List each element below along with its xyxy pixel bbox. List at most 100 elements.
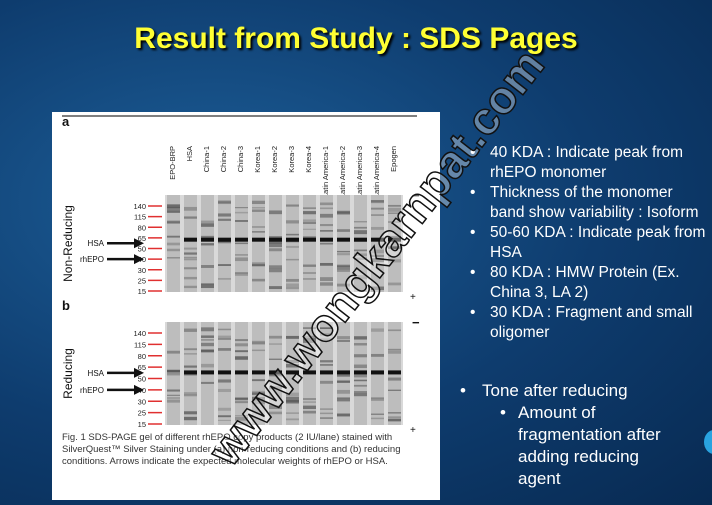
gel-band — [337, 380, 350, 382]
gel-band — [371, 398, 384, 400]
condition-label: Reducing — [61, 348, 75, 399]
gel-band — [167, 389, 180, 391]
gel-band — [167, 236, 180, 238]
gel-band — [184, 348, 197, 350]
lane-label: Korea-2 — [270, 146, 279, 173]
marker-label: 80 — [138, 223, 146, 232]
gel-band — [354, 221, 367, 222]
bullet-text: 30 KDA : Fragment and small oligomer — [490, 304, 692, 341]
bullet-text: 50-60 KDA : Indicate peak from HSA — [490, 224, 705, 261]
gel-band — [286, 205, 299, 207]
gel-band — [320, 408, 333, 410]
lane-label: Korea-1 — [253, 146, 262, 173]
gel-band — [286, 279, 299, 282]
gel-band — [269, 210, 282, 214]
gel-band — [252, 279, 265, 282]
lane-label: Epogen — [389, 146, 398, 172]
gel-lane — [286, 195, 299, 292]
gel-band — [354, 343, 367, 345]
gel-band — [320, 263, 333, 266]
electrode-sign: + — [410, 425, 416, 432]
gel-band — [269, 268, 282, 272]
gel-band — [184, 252, 197, 254]
marker-label: 140 — [133, 202, 146, 211]
gel-band — [354, 354, 367, 357]
gel-band — [167, 211, 180, 213]
gel-band — [269, 265, 282, 268]
gel-band — [218, 379, 231, 382]
marker-label: 140 — [133, 329, 146, 338]
lane-label: Latin America-1 — [321, 146, 330, 198]
gel-band — [371, 370, 384, 374]
gel-band — [337, 414, 350, 417]
gel-band — [252, 207, 265, 208]
gel-band — [337, 374, 350, 376]
gel-band — [371, 414, 384, 415]
condition-label: Non-Reducing — [61, 205, 75, 282]
sub-bullet: Amount of fragmentation after adding red… — [482, 402, 668, 490]
arrow-label: HSA — [88, 369, 105, 378]
gel-band — [286, 220, 299, 223]
marker-label: 30 — [138, 266, 146, 275]
gel-band — [167, 257, 180, 258]
gel-band — [201, 370, 214, 374]
gel-band — [354, 374, 367, 377]
gel-lane — [218, 195, 231, 292]
bullet-text: 40 KDA : Indicate peak from rhEPO monome… — [490, 144, 683, 181]
gel-band — [235, 339, 248, 341]
gel-band — [218, 348, 231, 351]
gel-band — [303, 398, 316, 400]
lane-label: EPO-BRP — [168, 146, 177, 180]
marker-label: 80 — [138, 352, 146, 361]
gel-band — [252, 262, 265, 265]
gel-band — [303, 401, 316, 402]
gel-band — [218, 219, 231, 221]
lane-label: Korea-4 — [304, 146, 313, 173]
gel-band — [167, 249, 180, 251]
bullet: 40 KDA : Indicate peak from rhEPO monome… — [466, 143, 706, 183]
gel-band — [320, 417, 333, 418]
gel-band — [286, 283, 299, 286]
gel-band — [184, 277, 197, 279]
gel-band — [235, 356, 248, 359]
gel-band — [201, 335, 214, 338]
gel-band — [354, 391, 367, 392]
gel-band — [235, 212, 248, 213]
gel-band — [167, 351, 180, 354]
sub-list: Amount of fragmentation after adding red… — [482, 402, 698, 490]
gel-band — [201, 364, 214, 368]
gel-band — [252, 226, 265, 227]
gel-band — [303, 411, 316, 414]
panel-label: b — [62, 298, 70, 313]
bullet: Tone after reducingAmount of fragmentati… — [458, 380, 698, 490]
gel-band — [235, 350, 248, 352]
gel-band — [201, 382, 214, 384]
gel-band — [167, 373, 180, 375]
gel-band — [286, 238, 299, 242]
gel-band — [354, 365, 367, 368]
gel-band — [218, 278, 231, 280]
marker-label: 15 — [138, 420, 146, 429]
gel-band — [320, 230, 333, 232]
gel-band — [235, 257, 248, 261]
gel-band — [320, 381, 333, 384]
bullet: 80 KDA : HMW Protein (Ex. China 3, LA 2) — [466, 263, 706, 303]
gel-band — [371, 200, 384, 203]
gel-band — [303, 406, 316, 409]
gel-band — [184, 353, 197, 354]
gel-band — [388, 329, 401, 331]
gel-band — [235, 207, 248, 208]
gel-band — [167, 243, 180, 246]
gel-band — [269, 286, 282, 289]
gel-band — [235, 242, 248, 243]
arrow-label: rhEPO — [80, 255, 104, 264]
slide-title: Result from Study : SDS Pages — [0, 22, 712, 56]
lane-label: Latin America-3 — [355, 146, 364, 198]
panel-label: a — [62, 114, 70, 129]
gel-band — [337, 390, 350, 394]
gel-band — [184, 258, 197, 260]
gel-band — [184, 366, 197, 368]
lane-label: Latin America-2 — [338, 146, 347, 198]
gel-band — [303, 222, 316, 224]
gel-band — [286, 286, 299, 289]
